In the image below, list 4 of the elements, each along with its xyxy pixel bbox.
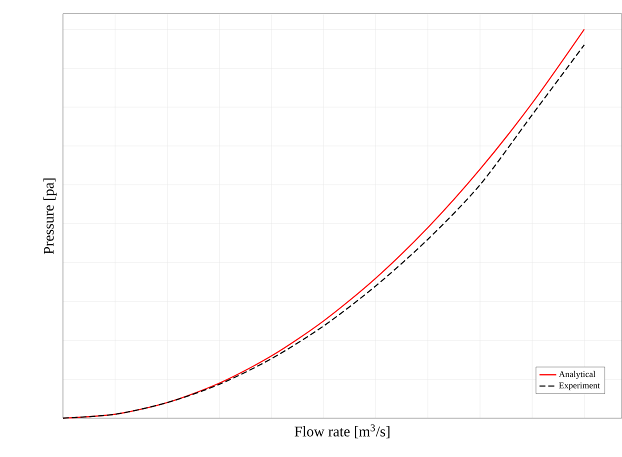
x-axis-title: Flow rate [m$^{3}$/s] (294, 424, 390, 438)
legend-label: Experiment (559, 382, 600, 390)
legend-label: Analytical (558, 370, 596, 379)
y-axis-title: Pressure [pa] (43, 178, 57, 254)
